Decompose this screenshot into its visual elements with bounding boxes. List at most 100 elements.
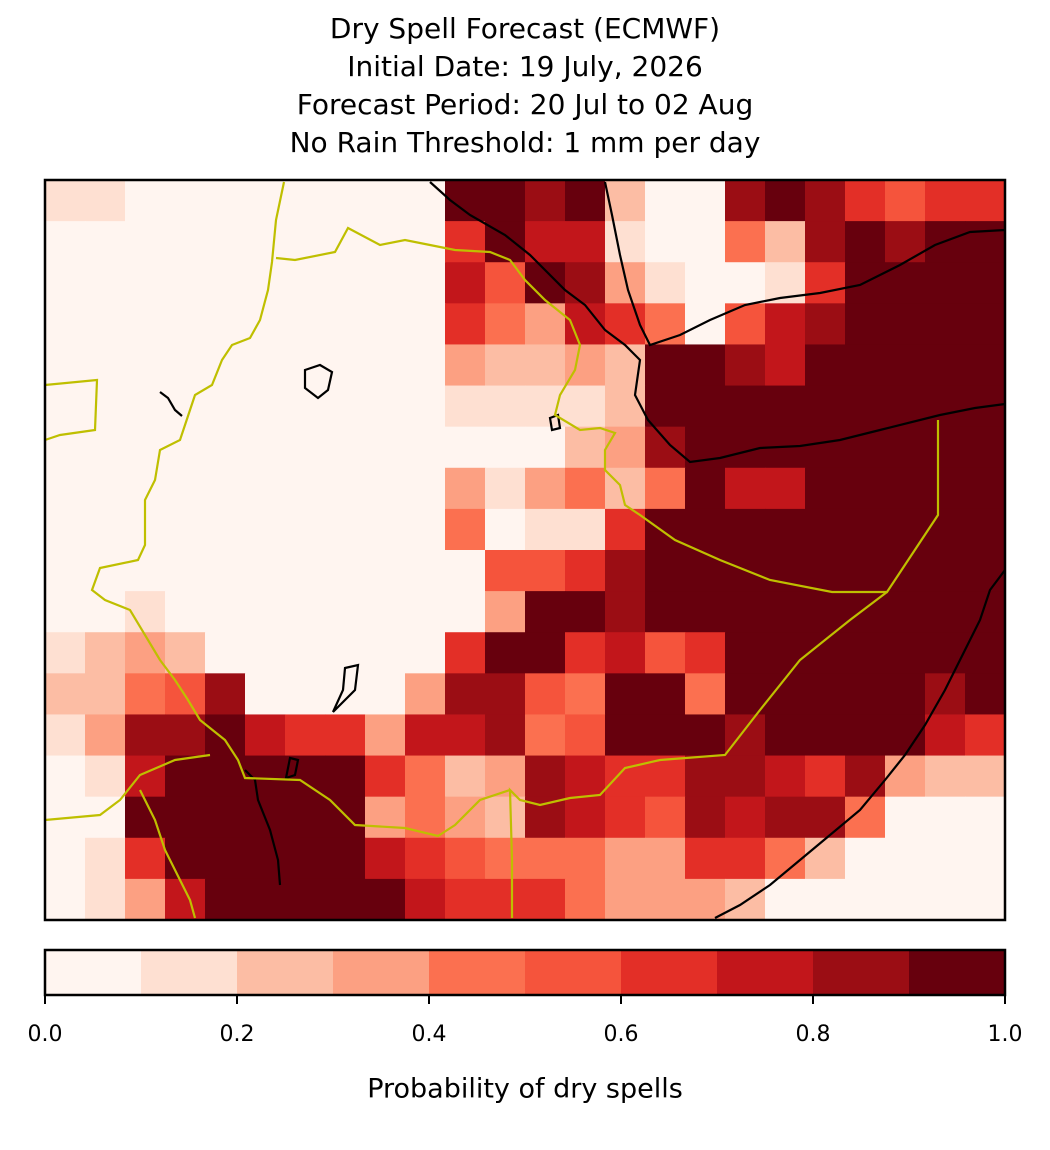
grid-cell — [885, 344, 926, 387]
grid-cell — [85, 426, 126, 469]
grid-cell — [965, 673, 1006, 715]
grid-cell — [205, 221, 246, 263]
colorbar-segment — [717, 950, 814, 995]
grid-cell — [765, 714, 806, 757]
grid-cell — [45, 221, 86, 263]
grid-cell — [685, 755, 726, 798]
subtitle: Forecast Period: 20 Jul to 02 Aug — [297, 88, 753, 121]
grid-cell — [405, 673, 446, 715]
grid-cell — [885, 180, 926, 222]
grid-cell — [125, 426, 166, 469]
grid-cell — [165, 796, 206, 839]
grid-cell — [845, 632, 886, 674]
grid-cell — [965, 426, 1006, 469]
grid-cell — [885, 591, 926, 633]
grid-cell — [245, 591, 286, 633]
grid-cell — [45, 467, 86, 510]
grid-cell — [205, 385, 246, 428]
grid-cell — [565, 632, 606, 674]
grid-cell — [925, 344, 966, 387]
grid-cell — [245, 467, 286, 510]
grid-cell — [485, 878, 526, 921]
grid-cell — [165, 632, 206, 674]
grid-cell — [205, 467, 246, 510]
grid-cell — [45, 180, 86, 222]
grid-cell — [965, 632, 1006, 674]
grid-cell — [365, 714, 406, 757]
grid-cell — [805, 508, 846, 551]
grid-cell — [125, 837, 166, 880]
grid-cell — [85, 303, 126, 345]
grid-cell — [285, 180, 326, 222]
grid-cell — [805, 467, 846, 510]
grid-cell — [525, 426, 566, 469]
grid-cell — [85, 508, 126, 551]
grid-cell — [925, 303, 966, 345]
grid-cell — [245, 303, 286, 345]
grid-cell — [445, 714, 486, 757]
grid-cell — [485, 385, 526, 428]
grid-cell — [365, 303, 406, 345]
grid-cell — [965, 837, 1006, 880]
grid-cell — [565, 714, 606, 757]
grid-cell — [485, 755, 526, 798]
grid-cell — [445, 550, 486, 592]
grid-cell — [125, 755, 166, 798]
grid-cell — [965, 550, 1006, 592]
grid-cell — [85, 221, 126, 263]
coastline — [429, 181, 1006, 464]
grid-cell — [805, 344, 846, 387]
colorbar-segment — [237, 950, 334, 995]
grid-cell — [45, 591, 86, 633]
grid-cell — [365, 632, 406, 674]
grid-cell — [725, 878, 766, 921]
colorbar-segment — [141, 950, 238, 995]
grid-cell — [925, 673, 966, 715]
grid-cell — [285, 878, 326, 921]
grid-cell — [925, 632, 966, 674]
grid-cell — [565, 426, 606, 469]
grid-cell — [285, 673, 326, 715]
grid-cell — [405, 426, 446, 469]
grid-cell — [365, 591, 406, 633]
grid-cell — [965, 344, 1006, 387]
grid-cell — [885, 796, 926, 839]
grid-cell — [245, 180, 286, 222]
grid-cell — [325, 591, 366, 633]
grid-cell — [85, 673, 126, 715]
grid-cell — [85, 796, 126, 839]
grid-cell — [965, 755, 1006, 798]
tick-label: 0.2 — [220, 1022, 255, 1047]
grid-cell — [525, 180, 566, 222]
grid-cell — [605, 508, 646, 551]
grid-cell — [365, 550, 406, 592]
grid-cell — [685, 221, 726, 263]
grid-cell — [165, 837, 206, 880]
grid-cell — [445, 385, 486, 428]
grid-cell — [965, 508, 1006, 551]
grid-cell — [605, 550, 646, 592]
grid-cell — [45, 673, 86, 715]
grid-cell — [885, 837, 926, 880]
grid-cell — [885, 303, 926, 345]
grid-cell — [205, 714, 246, 757]
grid-cell — [525, 344, 566, 387]
grid-cell — [685, 591, 726, 633]
grid-cell — [965, 180, 1006, 222]
coastline — [603, 181, 1006, 347]
grid-cell — [245, 344, 286, 387]
grid-cell — [725, 303, 766, 345]
grid-cell — [725, 385, 766, 428]
grid-cell — [445, 262, 486, 304]
grid-cell — [565, 550, 606, 592]
grid-cell — [45, 714, 86, 757]
grid-cell — [925, 878, 966, 921]
grid-cell — [685, 714, 726, 757]
grid-cell — [685, 467, 726, 510]
grid-cell — [85, 591, 126, 633]
grid-cell — [125, 262, 166, 304]
grid-cell — [325, 221, 366, 263]
grid-cell — [165, 303, 206, 345]
grid-cell — [605, 591, 646, 633]
grid-cell — [245, 878, 286, 921]
